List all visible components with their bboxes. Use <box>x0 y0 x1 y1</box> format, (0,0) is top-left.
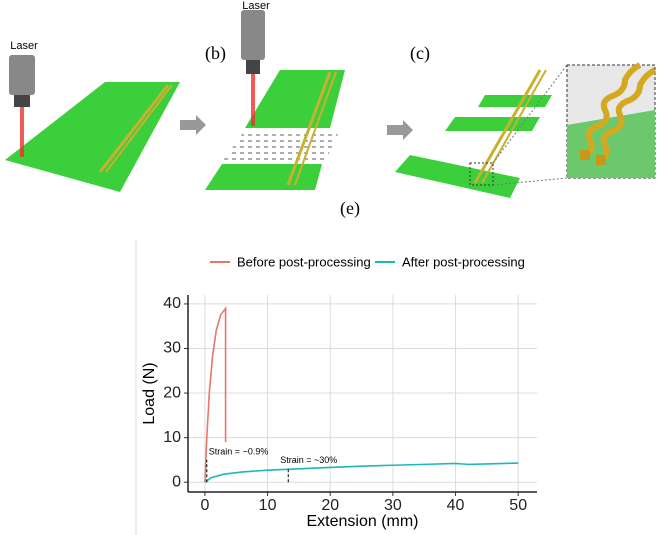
annotation: Strain = ~30% <box>280 455 337 465</box>
x-tick-label: 50 <box>509 497 527 514</box>
figure: Laser Laser (b) (c) (e) 0 10 20 30 40 50 0 10 20… <box>0 0 661 535</box>
y-tick-label: 40 <box>163 295 181 312</box>
arrow <box>180 115 206 135</box>
x-tick-label: 40 <box>447 497 465 514</box>
y-tick-label: 0 <box>172 473 181 490</box>
chart: 0 10 20 30 40 50 0 10 20 30 40 Extension (mm) Load (… <box>141 254 537 530</box>
y-axis-label: Load (N) <box>141 362 158 424</box>
page: Laser Laser (b) (c) (e) 0 10 20 30 40 50 0 10 20… <box>0 0 661 535</box>
y-tick-label: 10 <box>163 429 181 446</box>
panel-label: (c) <box>410 43 430 64</box>
legend-label: After post-processing <box>402 254 525 269</box>
arrow <box>387 120 413 140</box>
laser-label: Laser <box>10 40 38 52</box>
panel-label: (e) <box>340 198 360 219</box>
y-tick-label: 20 <box>163 384 181 401</box>
data-line <box>205 463 518 482</box>
panel-label: (b) <box>205 43 226 64</box>
x-tick-label: 0 <box>200 497 209 514</box>
panel-b-illustration <box>205 10 345 190</box>
x-tick-label: 10 <box>259 497 277 514</box>
laser-label: Laser <box>242 0 270 12</box>
x-tick-label: 30 <box>384 497 402 514</box>
x-tick-label: 20 <box>321 497 339 514</box>
legend-label: Before post-processing <box>237 254 371 269</box>
y-tick-label: 30 <box>163 340 181 357</box>
x-axis-label: Extension (mm) <box>306 513 418 530</box>
annotation: Strain = ~0.9% <box>209 446 269 456</box>
panel-a-illustration <box>5 55 180 192</box>
panel-c-illustration <box>395 65 655 198</box>
